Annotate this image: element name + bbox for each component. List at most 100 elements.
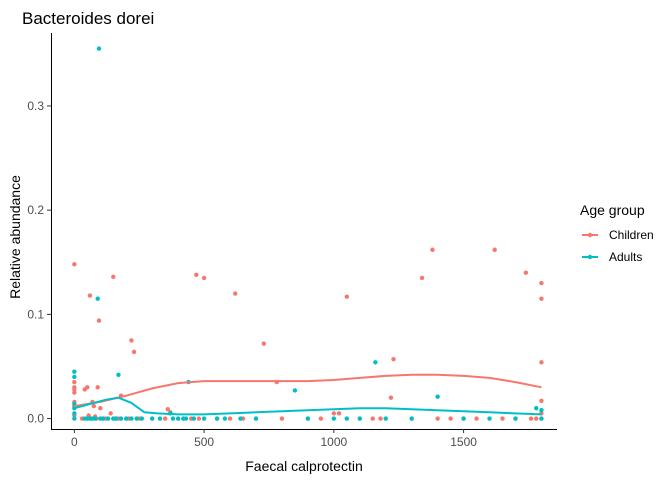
point-adults [487,416,492,421]
point-adults [96,46,102,51]
point-children [72,390,77,395]
y-tick-label: 0.0 [27,412,44,426]
point-adults [214,416,220,421]
point-adults [92,416,98,421]
point-adults [373,360,378,365]
point-adults [157,416,163,421]
point-adults [72,374,77,380]
point-adults [72,369,77,374]
legend-label-adults: Adults [609,250,642,264]
y-tick-label: 0.3 [27,99,44,113]
legend-point-children [587,232,593,238]
point-children [370,416,375,421]
x-tick-label: 1500 [450,435,477,449]
point-children [430,247,435,252]
y-axis-title: Relative abundance [7,175,23,299]
point-adults [191,416,196,421]
point-children [318,416,324,421]
point-children [233,291,238,296]
point-children [492,247,497,252]
legend-title: Age group [580,202,645,218]
point-children [95,385,100,390]
point-children [539,296,544,301]
legend-label-children: Children [609,228,654,242]
point-children [539,398,544,404]
point-children [98,405,103,411]
point-adults [100,416,106,421]
point-children [448,416,453,421]
point-adults [95,296,100,301]
series-children [72,247,544,421]
point-children [196,416,202,421]
x-axis-title: Faecal calprotectin [245,458,363,474]
point-adults [175,416,181,421]
point-children [162,416,168,421]
point-children [539,280,544,286]
point-adults [72,411,77,416]
point-adults [435,394,440,399]
point-adults [124,416,129,421]
point-children [131,349,137,355]
point-children [539,360,544,365]
point-children [194,272,199,277]
point-children [111,274,116,280]
point-children [388,395,394,400]
point-adults [222,416,228,421]
legend-key-children [582,232,598,238]
point-adults [150,416,155,421]
point-adults [344,416,350,421]
point-children [528,416,534,421]
point-adults [461,416,466,421]
point-adults [116,372,121,378]
point-children [129,338,134,343]
point-adults [201,416,207,421]
point-children [500,416,505,421]
legend: Age group Children Adults [580,202,654,264]
point-adults [513,416,518,421]
point-children [474,416,479,421]
legend-point-adults [587,254,593,260]
point-children [378,416,383,421]
point-adults [292,388,298,393]
point-adults [253,416,259,421]
legend-key-adults [582,254,598,260]
point-adults [539,416,544,421]
point-adults [539,408,544,413]
point-children [261,341,266,346]
point-children [336,411,342,416]
series-adults [72,46,544,421]
y-axis-ticks: 0.0 0.1 0.2 0.3 [27,99,51,426]
trend-line-adults [74,396,542,416]
point-children [523,270,529,275]
x-tick-label: 500 [194,435,214,449]
point-children [96,318,102,323]
plot-area [72,46,544,421]
point-adults [305,416,311,421]
point-adults [139,416,145,421]
point-children [85,385,90,390]
x-tick-label: 1000 [320,435,347,449]
point-children [435,416,440,421]
chart-title: Bacteroides dorei [22,9,154,28]
point-children [72,379,77,385]
point-children [108,411,113,416]
point-adults [331,416,337,421]
point-children [227,416,233,421]
point-adults [238,416,243,421]
point-adults [534,405,539,411]
point-adults [72,416,77,421]
point-children [419,275,425,281]
y-tick-label: 0.1 [27,307,44,321]
x-axis-ticks: 0 500 1000 1500 [71,429,477,449]
trend-line-children [74,373,542,408]
point-children [91,403,97,409]
point-adults [113,416,119,421]
point-children [165,407,170,412]
point-children [72,387,77,392]
point-children [87,293,93,298]
point-children [391,356,396,362]
point-children [344,294,350,299]
point-children [279,416,285,421]
point-children [331,411,337,416]
